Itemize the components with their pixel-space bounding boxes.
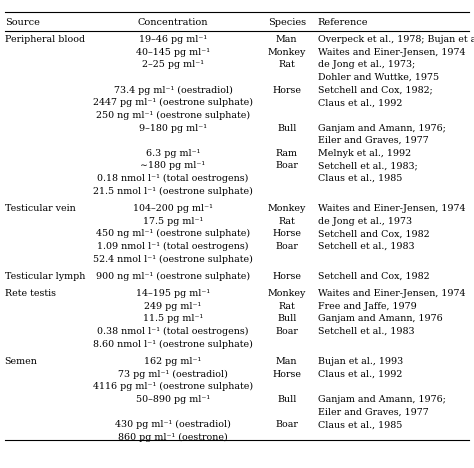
Text: 8.60 nmol l⁻¹ (oestrone sulphate): 8.60 nmol l⁻¹ (oestrone sulphate) — [93, 340, 253, 349]
Text: Horse: Horse — [272, 272, 301, 281]
Text: 249 pg ml⁻¹: 249 pg ml⁻¹ — [145, 302, 201, 311]
Text: Ganjam and Amann, 1976: Ganjam and Amann, 1976 — [318, 314, 442, 323]
Text: Monkey: Monkey — [268, 48, 306, 57]
Text: Semen: Semen — [5, 357, 37, 366]
Text: 19–46 pg ml⁻¹: 19–46 pg ml⁻¹ — [139, 35, 207, 44]
Text: 0.18 nmol l⁻¹ (total oestrogens): 0.18 nmol l⁻¹ (total oestrogens) — [97, 174, 249, 183]
Text: 104–200 pg ml⁻¹: 104–200 pg ml⁻¹ — [133, 204, 213, 213]
Text: Horse: Horse — [272, 229, 301, 238]
Text: Monkey: Monkey — [268, 289, 306, 298]
Text: ∼180 pg ml⁻¹: ∼180 pg ml⁻¹ — [140, 161, 206, 170]
Text: Claus et al., 1985: Claus et al., 1985 — [318, 174, 402, 183]
Text: Bull: Bull — [277, 395, 296, 404]
Text: 11.5 pg ml⁻¹: 11.5 pg ml⁻¹ — [143, 314, 203, 323]
Text: Reference: Reference — [318, 18, 368, 27]
Text: Claus et al., 1992: Claus et al., 1992 — [318, 370, 402, 379]
Text: Horse: Horse — [272, 86, 301, 95]
Text: Testicular vein: Testicular vein — [5, 204, 75, 213]
Text: Setchell et al., 1983;: Setchell et al., 1983; — [318, 161, 417, 170]
Text: Claus et al., 1985: Claus et al., 1985 — [318, 420, 402, 429]
Text: Waites and Einer-Jensen, 1974: Waites and Einer-Jensen, 1974 — [318, 204, 465, 213]
Text: 2–25 pg ml⁻¹: 2–25 pg ml⁻¹ — [142, 60, 204, 69]
Text: Waites and Einer-Jensen, 1974: Waites and Einer-Jensen, 1974 — [318, 289, 465, 298]
Text: Bull: Bull — [277, 124, 296, 132]
Text: 73 pg ml⁻¹ (oestradiol): 73 pg ml⁻¹ (oestradiol) — [118, 370, 228, 379]
Text: Ganjam and Amann, 1976;: Ganjam and Amann, 1976; — [318, 124, 446, 132]
Text: 21.5 nmol l⁻¹ (oestrone sulphate): 21.5 nmol l⁻¹ (oestrone sulphate) — [93, 187, 253, 196]
Text: Peripheral blood: Peripheral blood — [5, 35, 85, 44]
Text: Bujan et al., 1993: Bujan et al., 1993 — [318, 357, 403, 366]
Text: Bull: Bull — [277, 314, 296, 323]
Text: Man: Man — [276, 357, 298, 366]
Text: 450 ng ml⁻¹ (oestrone sulphate): 450 ng ml⁻¹ (oestrone sulphate) — [96, 229, 250, 238]
Text: 900 ng ml⁻¹ (oestrone sulphate): 900 ng ml⁻¹ (oestrone sulphate) — [96, 272, 250, 281]
Text: Rat: Rat — [278, 217, 295, 226]
Text: Monkey: Monkey — [268, 204, 306, 213]
Text: 73.4 pg ml⁻¹ (oestradiol): 73.4 pg ml⁻¹ (oestradiol) — [114, 86, 232, 95]
Text: 50–890 pg ml⁻¹: 50–890 pg ml⁻¹ — [136, 395, 210, 404]
Text: 430 pg ml⁻¹ (oestradiol): 430 pg ml⁻¹ (oestradiol) — [115, 420, 231, 429]
Text: 0.38 nmol l⁻¹ (total oestrogens): 0.38 nmol l⁻¹ (total oestrogens) — [97, 327, 249, 336]
Text: Setchell et al., 1983: Setchell et al., 1983 — [318, 242, 414, 251]
Text: 860 pg ml⁻¹ (oestrone): 860 pg ml⁻¹ (oestrone) — [118, 433, 228, 442]
Text: Eiler and Graves, 1977: Eiler and Graves, 1977 — [318, 408, 428, 417]
Text: Man: Man — [276, 35, 298, 44]
Text: Concentration: Concentration — [138, 18, 208, 27]
Text: 52.4 nmol l⁻¹ (oestrone sulphate): 52.4 nmol l⁻¹ (oestrone sulphate) — [93, 255, 253, 263]
Text: de Jong et al., 1973;: de Jong et al., 1973; — [318, 60, 415, 69]
Text: 162 pg ml⁻¹: 162 pg ml⁻¹ — [145, 357, 201, 366]
Text: 6.3 pg ml⁻¹: 6.3 pg ml⁻¹ — [146, 149, 200, 158]
Text: Eiler and Graves, 1977: Eiler and Graves, 1977 — [318, 136, 428, 145]
Text: Waites and Einer-Jensen, 1974: Waites and Einer-Jensen, 1974 — [318, 48, 465, 57]
Text: Claus et al., 1992: Claus et al., 1992 — [318, 98, 402, 107]
Text: Species: Species — [268, 18, 306, 27]
Text: Boar: Boar — [275, 242, 298, 251]
Text: Setchell and Cox, 1982;: Setchell and Cox, 1982; — [318, 86, 432, 95]
Text: Rat: Rat — [278, 60, 295, 69]
Text: Rete testis: Rete testis — [5, 289, 56, 298]
Text: 4116 pg ml⁻¹ (oestrone sulphate): 4116 pg ml⁻¹ (oestrone sulphate) — [93, 382, 253, 391]
Text: Horse: Horse — [272, 370, 301, 379]
Text: Boar: Boar — [275, 161, 298, 170]
Text: 9–180 pg ml⁻¹: 9–180 pg ml⁻¹ — [139, 124, 207, 132]
Text: Setchell and Cox, 1982: Setchell and Cox, 1982 — [318, 272, 429, 281]
Text: de Jong et al., 1973: de Jong et al., 1973 — [318, 217, 412, 226]
Text: Setchell and Cox, 1982: Setchell and Cox, 1982 — [318, 229, 429, 238]
Text: 40–145 pg ml⁻¹: 40–145 pg ml⁻¹ — [136, 48, 210, 57]
Text: 17.5 pg ml⁻¹: 17.5 pg ml⁻¹ — [143, 217, 203, 226]
Text: 14–195 pg ml⁻¹: 14–195 pg ml⁻¹ — [136, 289, 210, 298]
Text: Rat: Rat — [278, 302, 295, 311]
Text: Testicular lymph: Testicular lymph — [5, 272, 85, 281]
Text: Boar: Boar — [275, 327, 298, 336]
Text: Dohler and Wuttke, 1975: Dohler and Wuttke, 1975 — [318, 73, 439, 82]
Text: 2447 pg ml⁻¹ (oestrone sulphate): 2447 pg ml⁻¹ (oestrone sulphate) — [93, 98, 253, 107]
Text: Free and Jaffe, 1979: Free and Jaffe, 1979 — [318, 302, 416, 311]
Text: Ram: Ram — [276, 149, 298, 158]
Text: 1.09 nmol l⁻¹ (total oestrogens): 1.09 nmol l⁻¹ (total oestrogens) — [97, 242, 249, 251]
Text: Ganjam and Amann, 1976;: Ganjam and Amann, 1976; — [318, 395, 446, 404]
Text: 250 ng ml⁻¹ (oestrone sulphate): 250 ng ml⁻¹ (oestrone sulphate) — [96, 111, 250, 120]
Text: Melnyk et al., 1992: Melnyk et al., 1992 — [318, 149, 410, 158]
Text: Boar: Boar — [275, 420, 298, 429]
Text: Overpeck et al., 1978; Bujan et al., 1993: Overpeck et al., 1978; Bujan et al., 199… — [318, 35, 474, 44]
Text: Source: Source — [5, 18, 40, 27]
Text: Setchell et al., 1983: Setchell et al., 1983 — [318, 327, 414, 336]
